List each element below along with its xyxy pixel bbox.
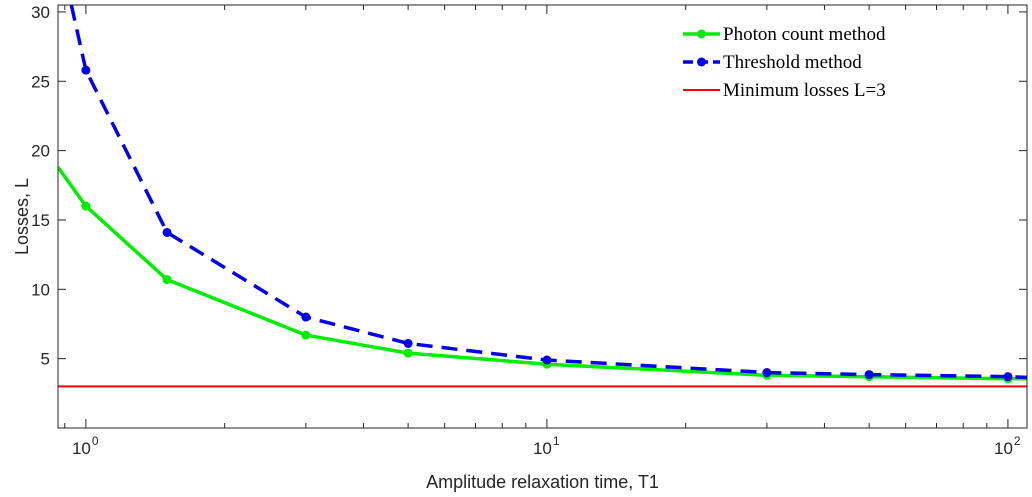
series-1-point <box>542 355 552 365</box>
series-1-point <box>301 312 311 322</box>
x-tick-label: 10 0 <box>72 434 99 458</box>
x-axis-label: Amplitude relaxation time, T1 <box>426 472 659 492</box>
x-tick-label: 10 2 <box>994 434 1021 458</box>
x-tick-label-exponent: 1 <box>553 434 560 448</box>
legend-entry: Threshold method <box>683 52 862 73</box>
y-tick-label: 5 <box>41 350 50 369</box>
series-line-0 <box>58 166 1027 381</box>
series-1-point <box>162 227 172 237</box>
y-tick-label: 30 <box>31 3 50 22</box>
series-layer <box>58 5 1027 388</box>
y-tick-label: 20 <box>31 142 50 161</box>
series-0-point <box>81 201 91 211</box>
series-0-point <box>403 348 413 358</box>
series-0-point <box>162 275 172 285</box>
y-tick-label: 10 <box>31 280 50 299</box>
legend-entry: Minimum losses L=3 <box>683 80 886 101</box>
series-1-point <box>762 368 772 378</box>
series-0-point <box>301 330 311 340</box>
legend: Photon count method Threshold method Minim… <box>678 14 940 104</box>
series-line-1 <box>69 5 1027 380</box>
legend-label: Minimum losses L=3 <box>723 80 886 101</box>
legend-box <box>678 14 940 104</box>
legend-marker <box>697 29 706 39</box>
x-tick-label-exponent: 2 <box>1014 434 1021 448</box>
legend-entry: Photon count method <box>683 24 886 45</box>
series-1-point <box>864 370 874 380</box>
y-axis-label: Losses, L <box>12 178 32 255</box>
y-tick-label: 15 <box>31 211 50 230</box>
plot-area-frame <box>57 4 1028 429</box>
series-1-point <box>403 338 413 348</box>
legend-marker <box>697 57 706 67</box>
x-tick-label-base: 10 <box>533 439 552 458</box>
x-tick-label-exponent: 0 <box>92 434 99 448</box>
x-tick-label-base: 10 <box>994 439 1013 458</box>
legend-label: Photon count method <box>723 24 886 45</box>
series-1-point <box>1003 372 1013 382</box>
y-tick-label: 25 <box>31 72 50 91</box>
legend-label: Threshold method <box>723 52 862 73</box>
series-1-point <box>81 65 91 75</box>
x-tick-label-base: 10 <box>72 439 91 458</box>
x-tick-label: 10 1 <box>533 434 560 458</box>
